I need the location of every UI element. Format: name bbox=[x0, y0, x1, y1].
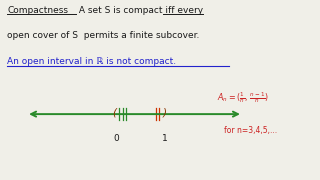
Text: for n=3,4,5,...: for n=3,4,5,... bbox=[224, 126, 277, 135]
Text: A set S is compact iff every: A set S is compact iff every bbox=[76, 6, 203, 15]
Text: An open interval in ℝ is not compact.: An open interval in ℝ is not compact. bbox=[7, 57, 176, 66]
Text: 1: 1 bbox=[162, 134, 168, 143]
Text: open cover of S  permits a finite subcover.: open cover of S permits a finite subcove… bbox=[7, 31, 199, 40]
Text: 0: 0 bbox=[113, 134, 119, 143]
Text: $A_n= (\frac{1}{n},\, \frac{n-1}{n})$: $A_n= (\frac{1}{n},\, \frac{n-1}{n})$ bbox=[217, 90, 269, 105]
Text: ): ) bbox=[163, 107, 167, 117]
Text: (: ( bbox=[112, 107, 116, 117]
Text: Compactness: Compactness bbox=[7, 6, 68, 15]
